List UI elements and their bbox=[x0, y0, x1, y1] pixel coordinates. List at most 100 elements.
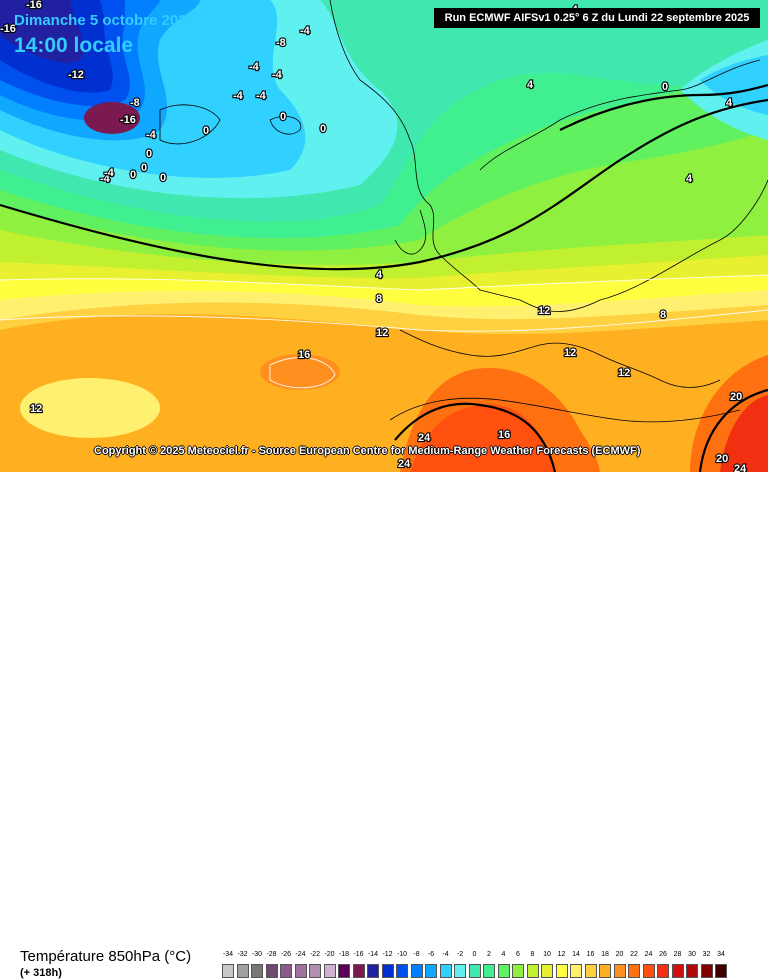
legend-value: -14 bbox=[367, 951, 379, 958]
legend-swatch bbox=[628, 964, 640, 978]
legend-swatch bbox=[555, 964, 568, 978]
legend-value: 12 bbox=[557, 951, 566, 958]
contour-label: 4 bbox=[686, 173, 693, 185]
legend-value: 8 bbox=[530, 951, 535, 958]
isotherm-8 bbox=[0, 274, 768, 291]
legend-swatch bbox=[236, 964, 249, 978]
contour-label: 24 bbox=[418, 432, 431, 444]
contour-label: 20 bbox=[716, 453, 728, 465]
legend-value: -26 bbox=[280, 951, 292, 958]
forecast-time: 14:00 locale bbox=[14, 34, 134, 57]
coast-africa bbox=[389, 397, 741, 423]
contour-label: 0 bbox=[160, 172, 166, 184]
contour-label: -16 bbox=[0, 23, 16, 35]
legend-value: 30 bbox=[688, 951, 696, 958]
legend-value: -28 bbox=[266, 951, 277, 958]
forecast-date: Dimanche 5 octobre 2025 bbox=[14, 12, 195, 29]
legend-value: 24 bbox=[644, 951, 653, 958]
legend-swatch bbox=[280, 964, 292, 978]
isotherms-thick bbox=[0, 83, 768, 472]
temperature-map: -16 -16 -12 -8 -16 -4 -4 -4 -4 -8 -4 -4 … bbox=[0, 0, 768, 472]
legend-value: 20 bbox=[615, 951, 624, 958]
band-m14 bbox=[0, 0, 84, 63]
contour-label: 4 bbox=[376, 269, 383, 281]
model-run-banner: Run ECMWF AIFSv1 0.25° 6 Z du Lundi 22 s… bbox=[434, 8, 760, 28]
coast-med-north bbox=[399, 329, 721, 388]
legend-swatch bbox=[323, 964, 336, 978]
contour-label: 24 bbox=[398, 458, 411, 470]
legend-swatch bbox=[222, 964, 234, 978]
legend-value: -6 bbox=[427, 951, 435, 958]
contour-label: -4 bbox=[300, 25, 311, 37]
legend-value: -24 bbox=[295, 951, 306, 958]
legend-swatch bbox=[613, 964, 626, 978]
contour-label: -4 bbox=[256, 90, 267, 102]
isotherm-4 bbox=[0, 98, 768, 271]
legend-swatch bbox=[396, 964, 408, 978]
legend-value: 6 bbox=[516, 951, 520, 958]
contour-label: 0 bbox=[662, 81, 668, 93]
contour-label: 16 bbox=[498, 429, 510, 441]
coast-scandinavia bbox=[479, 59, 761, 171]
legend-swatch bbox=[671, 964, 684, 978]
contour-label: 12 bbox=[618, 367, 630, 379]
contour-label: 12 bbox=[376, 327, 388, 339]
legend-value: 28 bbox=[673, 951, 682, 958]
cold-core bbox=[84, 102, 140, 134]
legend-swatch bbox=[541, 964, 553, 978]
legend-value: 22 bbox=[630, 951, 638, 958]
legend-swatch bbox=[294, 964, 307, 978]
isotherm-24 bbox=[394, 402, 557, 472]
contour-label: -4 bbox=[249, 61, 260, 73]
contour-label: -4 bbox=[104, 167, 115, 179]
contour-label: 16 bbox=[298, 349, 310, 361]
band-m4-east bbox=[700, 55, 768, 115]
legend-swatch bbox=[352, 964, 365, 978]
legend-value: 0 bbox=[472, 951, 477, 958]
contour-label: 20 bbox=[730, 391, 742, 403]
contour-label: 0 bbox=[141, 162, 147, 174]
contour-label: 8 bbox=[376, 293, 382, 305]
contour-label: 0 bbox=[146, 148, 152, 160]
legend-value: 32 bbox=[702, 951, 711, 958]
legend-swatch bbox=[425, 964, 437, 978]
legend-swatch bbox=[338, 964, 350, 978]
contour-label: 0 bbox=[203, 125, 209, 137]
contour-label: 12 bbox=[564, 347, 576, 359]
contour-label: -4 bbox=[272, 69, 283, 81]
legend-swatch bbox=[526, 964, 539, 978]
contour-labels: -16 -16 -12 -8 -16 -4 -4 -4 -4 -8 -4 -4 … bbox=[0, 0, 748, 472]
legend-swatch bbox=[584, 964, 597, 978]
legend-value: -20 bbox=[324, 951, 335, 958]
legend-value: 18 bbox=[601, 951, 609, 958]
legend-swatch bbox=[570, 964, 582, 978]
coast-north bbox=[329, 0, 768, 312]
contour-label: -12 bbox=[68, 69, 84, 81]
parameter-title: Température 850hPa (°C) bbox=[20, 948, 192, 965]
coastlines bbox=[159, 0, 768, 423]
contour-label: 12 bbox=[30, 403, 42, 415]
legend-swatch bbox=[686, 964, 698, 978]
legend-swatch bbox=[468, 964, 481, 978]
footer-bar: Température 850hPa (°C) (+ 318h) -34 -32-… bbox=[0, 472, 768, 979]
legend-swatch bbox=[512, 964, 524, 978]
legend-value: 26 bbox=[659, 951, 667, 958]
legend-swatch bbox=[381, 964, 394, 978]
legend-swatch bbox=[715, 964, 727, 978]
map-canvas: -16 -16 -12 -8 -16 -4 -4 -4 -4 -8 -4 -4 … bbox=[0, 0, 768, 472]
legend-value: 16 bbox=[586, 951, 595, 958]
legend-swatch bbox=[265, 964, 278, 978]
legend-swatch bbox=[700, 964, 713, 978]
legend-value: 34 bbox=[717, 951, 725, 958]
legend-value: 14 bbox=[572, 951, 580, 958]
isotherm-0-east bbox=[559, 83, 768, 131]
isotherm-12 bbox=[0, 309, 768, 332]
contour-label: 4 bbox=[527, 79, 534, 91]
contour-label: 0 bbox=[130, 169, 136, 181]
coast-island bbox=[269, 116, 302, 135]
contour-label: 0 bbox=[280, 111, 286, 123]
contour-label: 8 bbox=[660, 309, 666, 321]
legend-value: -10 bbox=[396, 951, 408, 958]
isotherm-16 bbox=[269, 357, 336, 389]
legend-swatch bbox=[599, 964, 611, 978]
